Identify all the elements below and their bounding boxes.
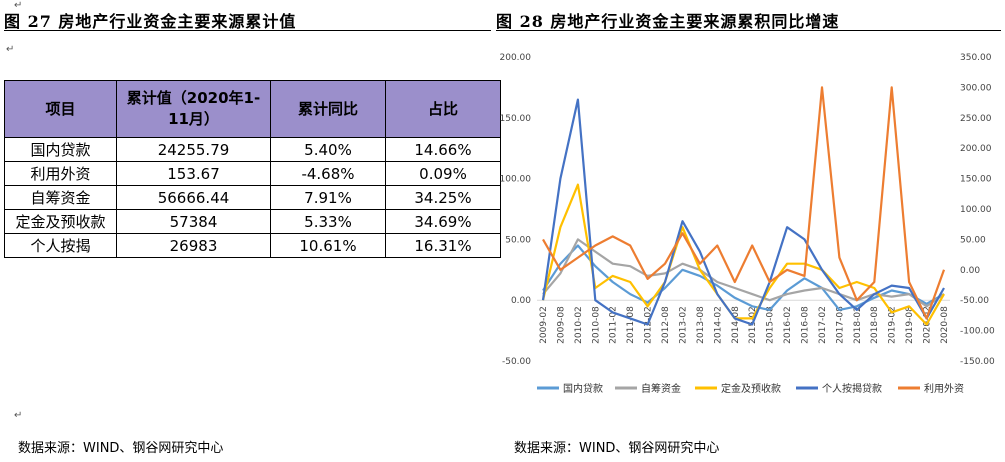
x-tick-label: 2010-08 xyxy=(591,306,601,344)
x-tick-label: 2009-02 xyxy=(539,306,549,344)
cell: 5.40% xyxy=(270,137,386,162)
table-row: 自筹资金 56666.44 7.91% 34.25% xyxy=(4,185,501,210)
legend-label: 定金及预收款 xyxy=(721,382,781,395)
col-header-yoy: 累计同比 xyxy=(270,80,386,138)
y-right-tick-label: 0.00 xyxy=(960,266,980,276)
x-tick-label: 2009-08 xyxy=(556,306,566,344)
cell: 34.25% xyxy=(385,185,501,210)
cell: 14.66% xyxy=(385,137,501,162)
y-right-tick-label: -50.00 xyxy=(960,296,989,306)
table-row: 国内贷款 24255.79 5.40% 14.66% xyxy=(4,137,501,162)
y-right-tick-label: 300.00 xyxy=(960,83,992,93)
x-tick-label: 2014-08 xyxy=(731,306,741,344)
col-header-item: 项目 xyxy=(4,80,117,138)
legend-label: 个人按揭贷款 xyxy=(822,382,882,395)
left-title-rule xyxy=(4,30,491,31)
y-left-tick-label: 100.00 xyxy=(500,175,532,185)
series-line xyxy=(541,98,945,326)
x-tick-label: 2018-02 xyxy=(853,306,863,344)
left-source-note: 数据来源：WIND、钢谷网研究中心 xyxy=(18,441,224,456)
legend-label: 自筹资金 xyxy=(641,382,681,395)
cell: 26983 xyxy=(116,233,271,258)
x-tick-label: 2017-02 xyxy=(818,306,828,344)
x-tick-label: 2015-02 xyxy=(748,306,758,344)
y-right-tick-label: -100.00 xyxy=(960,327,995,337)
legend-label: 国内贷款 xyxy=(563,382,603,395)
cell: 个人按揭 xyxy=(4,233,117,258)
y-left-tick-label: 200.00 xyxy=(500,53,532,63)
paragraph-mark: ↵ xyxy=(6,44,15,55)
cell: 利用外资 xyxy=(4,161,117,186)
cell: 10.61% xyxy=(270,233,386,258)
right-source-note: 数据来源：WIND、钢谷网研究中心 xyxy=(514,441,720,456)
cell: 7.91% xyxy=(270,185,386,210)
cell: 5.33% xyxy=(270,209,386,234)
y-right-tick-label: 200.00 xyxy=(960,144,992,154)
x-tick-label: 2013-02 xyxy=(678,306,688,344)
table-header-row: 项目 累计值（2020年1-11月） 累计同比 占比 xyxy=(4,80,501,138)
paragraph-mark: ↵ xyxy=(14,0,23,11)
series-line xyxy=(541,183,945,326)
paragraph-mark: ↵ xyxy=(14,410,23,421)
cell: 16.31% xyxy=(385,233,501,258)
cell: 34.69% xyxy=(385,209,501,234)
table-row: 利用外资 153.67 -4.68% 0.09% xyxy=(4,161,501,186)
left-figure-title: 图 27 房地产行业资金主要来源累计值 xyxy=(4,12,297,31)
x-tick-label: 2010-02 xyxy=(574,306,584,344)
right-title-rule xyxy=(496,30,1001,31)
x-tick-label: 2011-02 xyxy=(609,306,619,344)
x-tick-label: 2019-02 xyxy=(888,306,898,344)
x-tick-label: 2019-08 xyxy=(905,306,915,344)
x-tick-label: 2014-02 xyxy=(713,306,723,344)
y-left-tick-label: 150.00 xyxy=(500,114,532,124)
y-right-tick-label: -150.00 xyxy=(960,357,995,367)
legend-label: 利用外资 xyxy=(924,383,964,395)
y-right-tick-label: 350.00 xyxy=(960,53,992,63)
x-tick-label: 2012-08 xyxy=(661,306,671,344)
y-right-tick-label: 50.00 xyxy=(960,235,986,245)
table-row: 个人按揭 26983 10.61% 16.31% xyxy=(4,233,501,258)
x-tick-label: 2016-02 xyxy=(783,306,793,344)
series-line xyxy=(542,244,945,311)
series-line xyxy=(542,86,946,320)
funding-source-table: 项目 累计值（2020年1-11月） 累计同比 占比 国内贷款 24255.79… xyxy=(4,80,501,258)
x-tick-label: 2015-08 xyxy=(766,306,776,344)
cell: 自筹资金 xyxy=(4,185,117,210)
x-tick-label: 2017-08 xyxy=(835,306,845,344)
y-left-tick-label: 0.00 xyxy=(511,296,531,306)
x-tick-label: 2013-08 xyxy=(696,306,706,344)
x-tick-label: 2018-08 xyxy=(870,306,880,344)
x-tick-label: 2020-08 xyxy=(940,306,950,344)
y-left-tick-label: 50.00 xyxy=(505,235,531,245)
x-tick-label: 2016-08 xyxy=(801,306,811,344)
x-tick-label: 2011-08 xyxy=(626,306,636,344)
y-right-tick-label: 100.00 xyxy=(960,205,992,215)
y-right-tick-label: 150.00 xyxy=(960,175,992,185)
series-line xyxy=(542,238,945,308)
y-right-tick-label: 250.00 xyxy=(960,114,992,124)
col-header-cumulative: 累计值（2020年1-11月） xyxy=(116,80,271,138)
right-figure-title: 图 28 房地产行业资金主要来源累积同比增速 xyxy=(496,12,840,31)
cell: 定金及预收款 xyxy=(4,209,117,234)
col-header-share: 占比 xyxy=(385,80,501,138)
x-tick-label: 2012-02 xyxy=(644,306,654,344)
y-left-tick-label: -50.00 xyxy=(502,357,531,367)
